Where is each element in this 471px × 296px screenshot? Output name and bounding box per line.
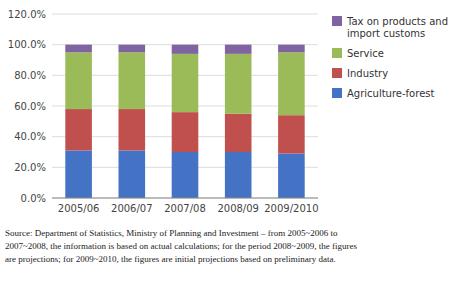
legend-swatch — [332, 16, 342, 26]
legend-swatch — [332, 48, 342, 58]
bar-segment — [172, 112, 199, 152]
y-tick-label: 80.0% — [14, 70, 46, 81]
y-tick-label: 20.0% — [14, 162, 46, 173]
source-note: Source: Department of Statistics, Minist… — [5, 228, 357, 264]
legend-label: Agriculture-forest — [347, 88, 434, 99]
bar-segment — [65, 150, 92, 198]
legend-label: Tax on products andimport customs — [346, 16, 448, 39]
bar-segment — [278, 154, 305, 198]
x-tick-label: 2008/09 — [217, 203, 259, 214]
x-tick-label: 2006/07 — [111, 203, 153, 214]
y-tick-label: 100.0% — [8, 39, 46, 50]
grid-line — [52, 14, 318, 15]
bar-segment — [119, 150, 146, 198]
legend-label: Service — [347, 48, 384, 59]
bar-segment — [225, 54, 252, 114]
y-tick-label: 60.0% — [14, 101, 46, 112]
annotation: are projections; for 2009~2010, the figu… — [5, 254, 336, 264]
x-axis-line — [52, 198, 318, 199]
legend-swatch — [332, 88, 342, 98]
bars — [65, 45, 304, 198]
y-tick-label: 40.0% — [14, 131, 46, 142]
y-tick-label: 120.0% — [8, 9, 46, 20]
bar-segment — [278, 115, 305, 153]
bar-segment — [225, 114, 252, 152]
bar-segment — [65, 109, 92, 150]
bar-segment — [65, 52, 92, 109]
bar-segment — [172, 152, 199, 198]
bar-segment — [225, 152, 252, 198]
bar-segment — [172, 45, 199, 54]
x-tick-label: 2005/06 — [58, 203, 100, 214]
bar-segment — [278, 52, 305, 115]
bar-segment — [119, 45, 146, 53]
x-tick-label: 2007/08 — [164, 203, 206, 214]
x-axis: 2005/06 2006/07 2007/08 2008/09 2009/2010 — [52, 198, 319, 214]
y-axis: 0.0% 20.0% 40.0% 60.0% 80.0% 100.0% 120.0% — [8, 9, 318, 204]
bar-segment — [65, 45, 92, 53]
x-tick-label: 2009/2010 — [264, 203, 318, 214]
bar-segment — [119, 109, 146, 150]
chart: 0.0% 20.0% 40.0% 60.0% 80.0% 100.0% 120.0% 2005… — [0, 0, 471, 296]
bar-segment — [119, 52, 146, 109]
bar-segment — [278, 45, 305, 53]
grid-line — [52, 198, 318, 199]
bar-segment — [225, 45, 252, 54]
legend: Tax on products andimport customs Service… — [332, 16, 448, 99]
annotation: 2007~2008, the information is based on a… — [5, 241, 357, 251]
legend-label: Industry — [347, 68, 388, 79]
bar-segment — [172, 54, 199, 112]
annotation: Source: Department of Statistics, Minist… — [5, 228, 338, 238]
legend-swatch — [332, 68, 342, 78]
y-tick-label: 0.0% — [21, 193, 46, 204]
